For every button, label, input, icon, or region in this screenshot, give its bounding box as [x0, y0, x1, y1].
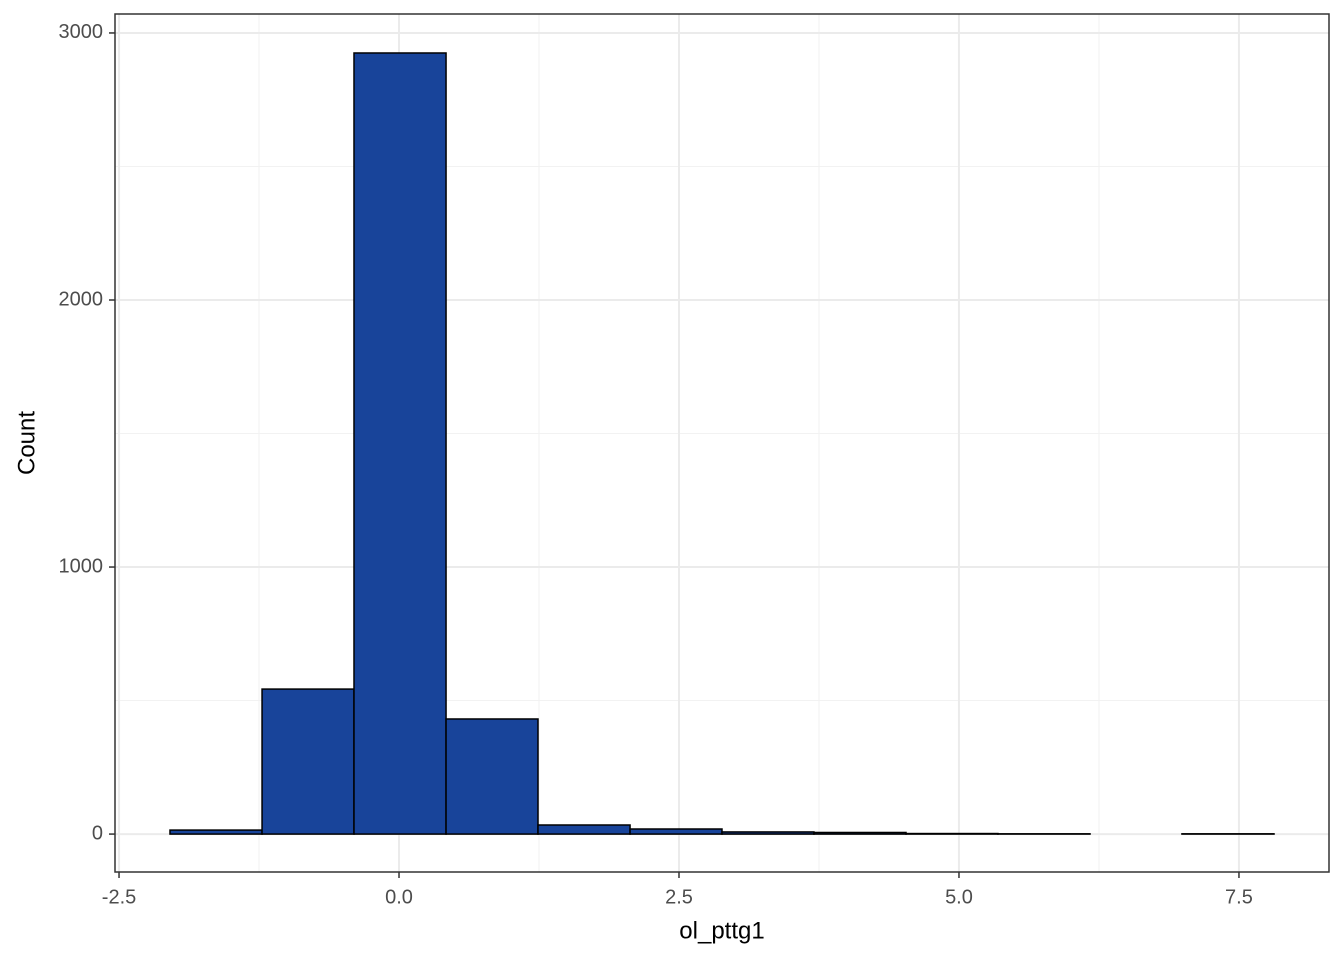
x-axis-title: ol_pttg1 — [679, 917, 764, 944]
bars — [169, 52, 1275, 835]
bar — [169, 829, 263, 835]
y-tick-label: 3000 — [59, 21, 104, 43]
bar — [813, 831, 907, 835]
bar — [353, 52, 447, 835]
bar — [537, 824, 631, 835]
y-tick-label: 0 — [92, 822, 103, 844]
bar — [629, 828, 723, 835]
axes: -2.5 0.0 2.5 5.0 7.5 0 1000 2000 3000 — [59, 13, 1330, 908]
bar — [261, 688, 355, 835]
bar — [445, 718, 539, 835]
x-tick-label: -2.5 — [102, 886, 136, 908]
bar — [905, 832, 999, 835]
x-tick-label: 7.5 — [1225, 886, 1253, 908]
x-tick-label: 2.5 — [665, 886, 693, 908]
y-tick-label: 2000 — [59, 288, 104, 310]
x-tick-label: 0.0 — [385, 886, 413, 908]
y-axis-title: Count — [13, 411, 40, 475]
bar — [721, 831, 815, 835]
y-tick-label: 1000 — [59, 555, 104, 577]
x-tick-label: 5.0 — [945, 886, 973, 908]
panel-border — [114, 13, 1330, 873]
